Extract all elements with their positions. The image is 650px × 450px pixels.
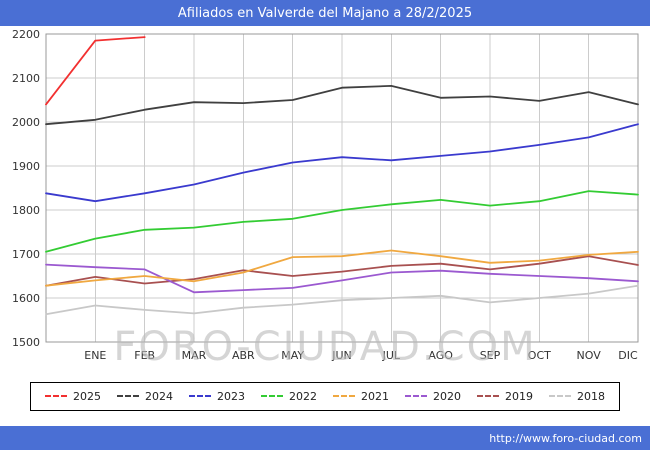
bottom-bar: http://www.foro-ciudad.com	[0, 426, 650, 450]
x-tick-label: MAY	[281, 349, 304, 362]
legend-label: 2023	[217, 389, 245, 403]
footer-url[interactable]: http://www.foro-ciudad.com	[489, 431, 642, 445]
legend-swatch-2023	[189, 395, 211, 397]
legend-swatch-2022	[261, 395, 283, 397]
y-tick-label: 2100	[12, 72, 40, 85]
y-tick-label: 1700	[12, 248, 40, 261]
legend-item-2022: 2022	[261, 390, 317, 403]
chart-title: Afiliados en Valverde del Majano a 28/2/…	[177, 5, 473, 21]
legend-item-2018: 2018	[549, 390, 605, 403]
series-2021	[45, 249, 639, 287]
series-2023	[45, 123, 639, 203]
legend-swatch-2021	[333, 395, 355, 397]
title-bar: Afiliados en Valverde del Majano a 28/2/…	[0, 0, 650, 26]
line-chart: 1500 1600 1700 1800 1900 2000 2100 2200 ENE FEB MA…	[12, 28, 639, 362]
legend-row: 2025 2024 2023 2022 2021 2020 2019 2018	[0, 376, 650, 416]
plot-border	[45, 33, 639, 343]
x-tick-label: JUN	[331, 349, 352, 362]
legend-item-2020: 2020	[405, 390, 461, 403]
series-2022	[45, 190, 639, 253]
x-tick-label: JUL	[382, 349, 401, 362]
legend-swatch-2025	[45, 395, 67, 397]
series-2020	[45, 263, 639, 294]
series-2019	[45, 255, 639, 287]
legend-swatch-2018	[549, 395, 571, 397]
legend-item-2019: 2019	[477, 390, 533, 403]
x-tick-label: AGO	[428, 349, 453, 362]
y-tick-label: 1800	[12, 204, 40, 217]
y-tick-label: 2200	[12, 28, 40, 41]
legend: 2025 2024 2023 2022 2021 2020 2019 2018	[30, 381, 620, 411]
legend-swatch-2019	[477, 395, 499, 397]
x-tick-label: MAR	[182, 349, 207, 362]
legend-label: 2019	[505, 389, 533, 403]
spacer	[0, 416, 650, 426]
legend-item-2021: 2021	[333, 390, 389, 403]
legend-swatch-2020	[405, 395, 427, 397]
chart-area: 1500 1600 1700 1800 1900 2000 2100 2200 ENE FEB MA…	[0, 26, 650, 376]
series-2018	[45, 284, 639, 316]
legend-label: 2024	[145, 389, 173, 403]
legend-label: 2020	[433, 389, 461, 403]
legend-item-2024: 2024	[117, 390, 173, 403]
legend-label: 2022	[289, 389, 317, 403]
series-2024	[45, 85, 639, 126]
x-tick-label: ABR	[232, 349, 255, 362]
x-tick-label: FEB	[134, 349, 155, 362]
legend-swatch-2024	[117, 395, 139, 397]
legend-label: 2018	[577, 389, 605, 403]
legend-label: 2025	[73, 389, 101, 403]
x-tick-label: NOV	[577, 349, 602, 362]
x-tick-label: OCT	[528, 349, 551, 362]
x-tick-label: SEP	[480, 349, 501, 362]
x-tick-label: DIC	[618, 349, 638, 362]
y-tick-label: 1900	[12, 160, 40, 173]
y-tick-label: 1500	[12, 336, 40, 349]
y-tick-label: 2000	[12, 116, 40, 129]
legend-label: 2021	[361, 389, 389, 403]
y-tick-label: 1600	[12, 292, 40, 305]
legend-item-2025: 2025	[45, 390, 101, 403]
series-2025	[45, 36, 146, 106]
x-tick-label: ENE	[84, 349, 106, 362]
legend-item-2023: 2023	[189, 390, 245, 403]
